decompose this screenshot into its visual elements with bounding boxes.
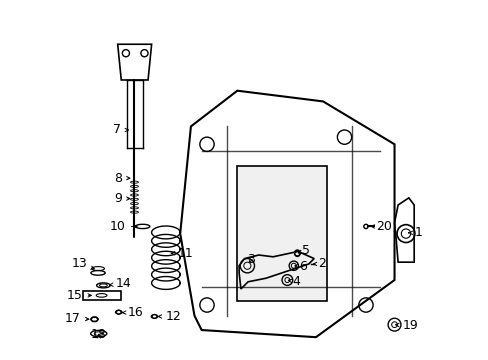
Text: 18: 18 — [91, 328, 106, 342]
Text: 20: 20 — [369, 220, 391, 233]
Text: 13: 13 — [71, 257, 94, 270]
Text: 1: 1 — [408, 226, 421, 239]
Text: 11: 11 — [171, 247, 193, 260]
Text: 2: 2 — [313, 257, 325, 270]
Text: 10: 10 — [110, 220, 137, 233]
Text: 12: 12 — [158, 310, 181, 323]
Text: 7: 7 — [113, 123, 128, 136]
Text: 8: 8 — [114, 172, 130, 185]
Text: 14: 14 — [109, 277, 131, 290]
Text: 5: 5 — [298, 244, 309, 257]
Text: 17: 17 — [65, 312, 89, 325]
Text: 19: 19 — [395, 319, 417, 332]
Text: 15: 15 — [67, 289, 91, 302]
Text: 3: 3 — [247, 253, 255, 266]
Text: 6: 6 — [294, 260, 306, 273]
Text: 16: 16 — [122, 306, 143, 319]
FancyBboxPatch shape — [237, 166, 326, 301]
Text: 4: 4 — [288, 275, 300, 288]
Text: 9: 9 — [114, 192, 130, 205]
